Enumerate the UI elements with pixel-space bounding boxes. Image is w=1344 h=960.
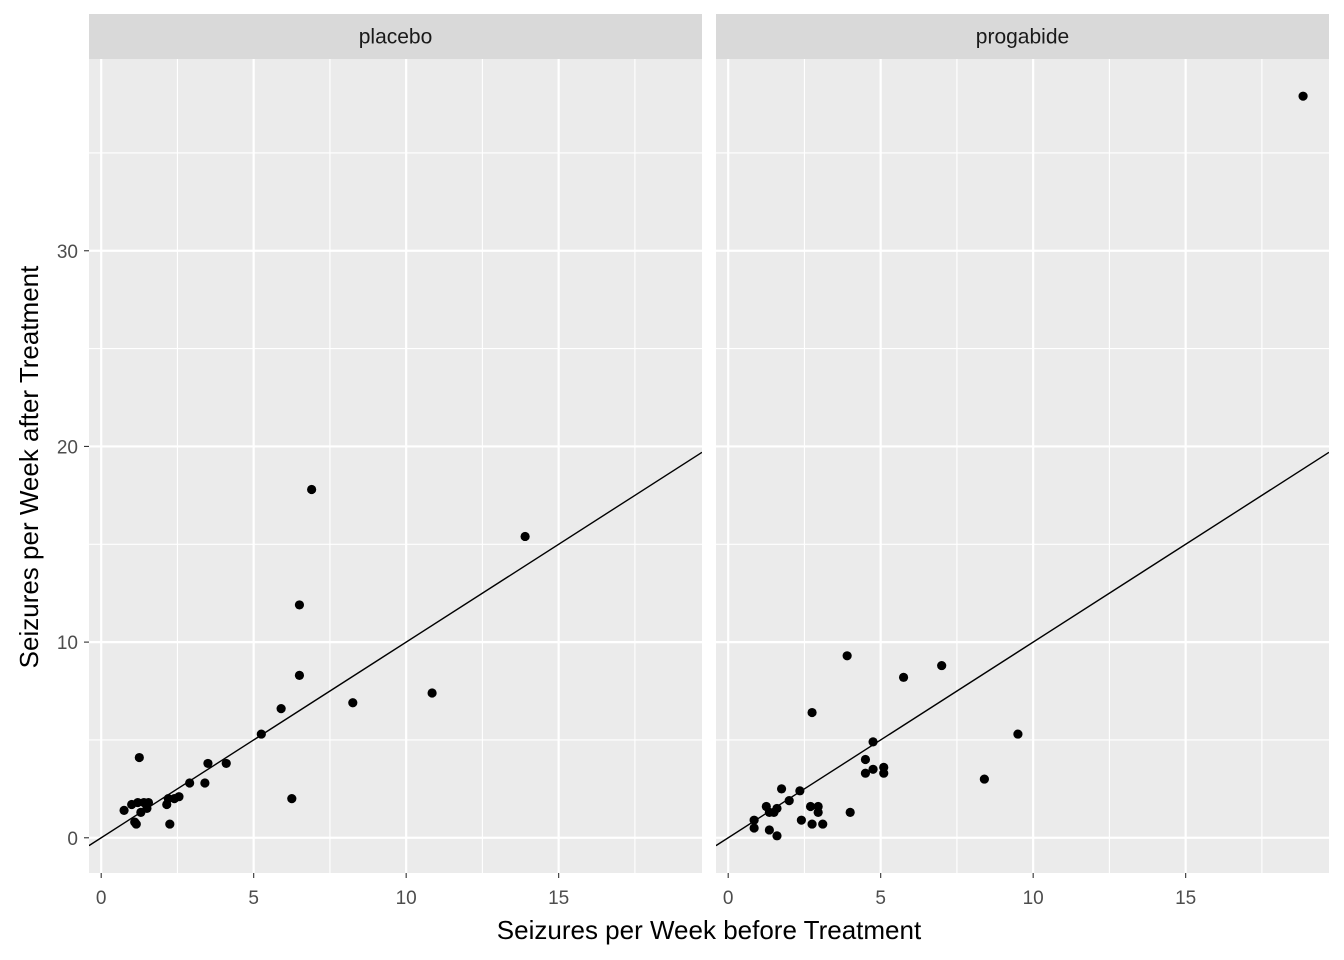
x-tick-label: 15: [548, 888, 569, 909]
data-point: [842, 651, 852, 661]
data-point: [937, 660, 947, 671]
facet-panel-progabide: progabide 0 5 10 15: [716, 14, 1329, 909]
data-point: [879, 768, 889, 778]
data-point: [749, 823, 759, 833]
data-point: [772, 831, 782, 841]
x-tick-label: 0: [96, 888, 107, 909]
data-point: [796, 815, 806, 825]
strip-background: [716, 14, 1329, 59]
data-point: [749, 815, 759, 825]
data-point: [119, 805, 129, 815]
data-point: [256, 729, 266, 739]
strip-background: [89, 14, 702, 59]
identity-reference-line: [716, 451, 1329, 847]
data-point: [185, 778, 195, 788]
x-axis-title: Seizures per Week before Treatment: [497, 915, 922, 945]
data-point: [898, 672, 909, 682]
data-point: [203, 758, 213, 769]
x-tick-label: 10: [1023, 888, 1044, 909]
y-tick-label: 30: [57, 242, 78, 263]
data-point: [131, 819, 141, 829]
data-point: [772, 803, 782, 814]
data-point: [860, 768, 871, 778]
data-point: [1298, 91, 1308, 101]
data-point: [845, 807, 855, 817]
data-point: [294, 670, 305, 680]
data-point: [784, 796, 794, 806]
data-point: [520, 531, 530, 542]
data-point: [427, 688, 437, 698]
data-point: [860, 754, 871, 765]
data-point: [807, 707, 817, 718]
x-tick-label: 15: [1175, 888, 1196, 909]
y-tick-label: 20: [57, 437, 78, 458]
data-point: [287, 794, 297, 804]
y-tick-label: 10: [57, 633, 78, 654]
data-point: [776, 784, 787, 794]
data-point: [221, 758, 231, 769]
data-point: [868, 764, 878, 774]
data-point: [200, 778, 210, 788]
data-point: [807, 819, 817, 829]
strip-label-progabide: progabide: [976, 26, 1069, 49]
y-axis-title: Seizures per Week after Treatment: [14, 265, 44, 668]
data-point: [276, 704, 286, 714]
data-point: [143, 797, 154, 808]
panels-layer: placebo 0 5 10 15 0 10 20 30 progabide 0 5 10 15: [57, 14, 1329, 909]
data-point: [174, 792, 184, 802]
panel-background: [89, 59, 702, 873]
panel-background: [716, 59, 1329, 873]
data-point: [348, 698, 358, 708]
data-point: [764, 825, 774, 835]
strip-label-placebo: placebo: [359, 26, 433, 49]
data-point: [813, 807, 823, 817]
data-point: [307, 484, 317, 495]
x-tick-label: 0: [723, 888, 734, 909]
data-point: [805, 801, 816, 812]
data-point: [165, 819, 175, 829]
data-point: [868, 737, 878, 747]
facet-panel-placebo: placebo 0 5 10 15 0 10 20 30: [57, 14, 702, 909]
x-tick-label: 5: [875, 888, 886, 909]
data-point: [294, 600, 305, 610]
data-point: [818, 819, 828, 829]
data-point: [979, 774, 989, 784]
data-point: [795, 786, 805, 796]
y-tick-label: 0: [67, 829, 78, 850]
x-tick-label: 10: [396, 888, 417, 909]
x-tick-label: 5: [248, 888, 259, 909]
data-point: [134, 752, 144, 763]
data-point: [1013, 729, 1023, 739]
